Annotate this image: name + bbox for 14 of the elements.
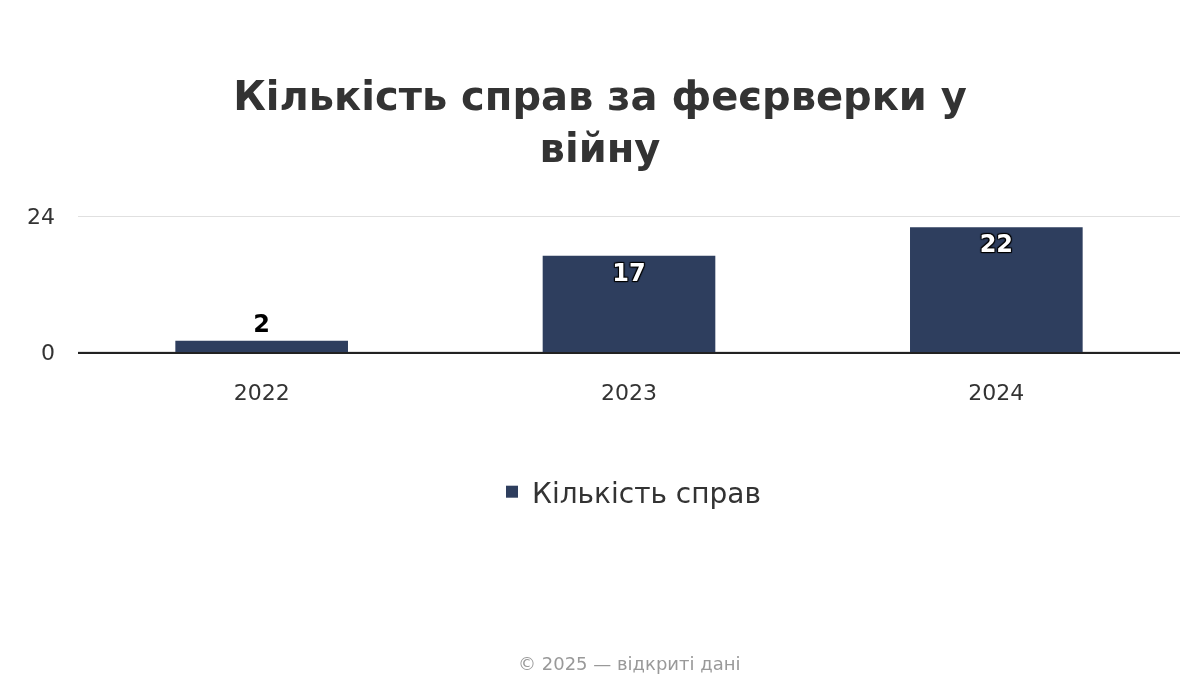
data-label: 17 [612,258,646,287]
x-tick-label: 2022 [233,380,290,406]
y-tick-label: 24 [27,203,55,229]
y-tick-label: 0 [41,339,55,365]
bar [175,340,348,352]
x-tick-label: 2024 [968,380,1025,406]
text: © 2025 — відкриті дані [518,653,741,674]
bar [542,255,716,352]
data-label: 2 [253,309,271,338]
bar [910,227,1083,352]
legend-label: Кількість справ [532,476,761,510]
chart-title: Кількість справ за феєрверки у війну [233,73,967,171]
x-tick-label: 2023 [601,380,657,406]
data-label: 22 [979,230,1014,259]
